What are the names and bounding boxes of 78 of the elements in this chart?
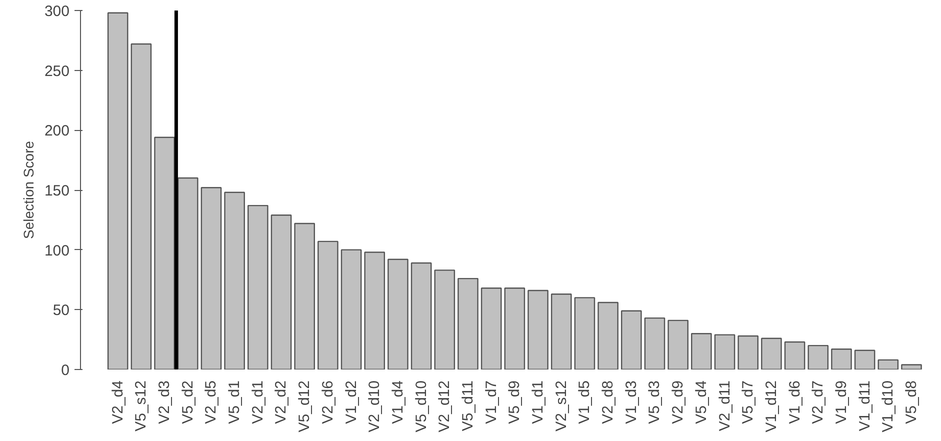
bar <box>154 136 175 370</box>
bar <box>831 348 852 370</box>
x-tick-label: V5_d7 <box>740 380 757 424</box>
bar <box>550 294 572 370</box>
bar <box>107 12 128 370</box>
bar <box>738 335 758 370</box>
bar <box>854 350 876 370</box>
bar <box>714 334 736 370</box>
bar <box>598 302 618 370</box>
x-tick-label: V2_d3 <box>156 380 174 424</box>
x-tick-label: V1_d2 <box>342 380 360 424</box>
x-tick-label: V5_d4 <box>692 380 710 424</box>
bar <box>644 317 666 370</box>
y-axis-title: Selection Score <box>20 140 36 240</box>
x-tick-label: V5_d9 <box>506 380 524 424</box>
x-tick-label: V1_d9 <box>832 380 850 424</box>
y-tick-label: 100 <box>44 242 70 260</box>
x-tick-label: V1_d11 <box>856 380 874 432</box>
bar <box>901 364 922 370</box>
bar <box>177 177 198 370</box>
x-tick-label: V2_d10 <box>366 380 384 432</box>
bar <box>294 222 315 370</box>
bar <box>458 278 478 370</box>
x-tick-label: V2_d1 <box>249 380 266 424</box>
bar <box>620 310 642 370</box>
y-tick-label: 200 <box>44 122 70 140</box>
x-tick-label: V2_d6 <box>319 380 336 424</box>
bar <box>434 270 456 370</box>
bar <box>130 43 152 370</box>
x-tick-label: V1_d3 <box>622 380 640 424</box>
bar <box>248 204 268 370</box>
x-tick-label: V2_s12 <box>552 380 570 432</box>
bar <box>691 333 712 370</box>
x-tick-label: V1_d1 <box>530 380 547 424</box>
bar <box>364 252 386 370</box>
x-tick-label: V2_d4 <box>109 380 126 424</box>
y-tick-label: 250 <box>44 62 70 80</box>
x-tick-label: V2_d5 <box>202 380 220 424</box>
bar <box>200 187 222 370</box>
bar <box>761 338 782 370</box>
x-tick-label: V5_d1 <box>226 380 244 424</box>
bar <box>878 359 899 370</box>
x-tick-label: V1_d12 <box>762 380 780 432</box>
bar <box>528 290 548 370</box>
x-tick-label: V1_d5 <box>576 380 594 424</box>
x-tick-label: V5_d12 <box>296 380 314 432</box>
x-tick-label: V2_d7 <box>810 380 827 424</box>
bar <box>318 240 338 370</box>
bar <box>340 249 362 370</box>
bar <box>388 258 408 370</box>
bar <box>504 288 526 370</box>
x-tick-label: V5_s12 <box>132 380 150 432</box>
x-tick-label: V2_d8 <box>600 380 617 424</box>
bar <box>270 214 292 370</box>
x-tick-label: V2_d11 <box>716 380 734 432</box>
bar <box>808 344 829 370</box>
x-tick-label: V1_d4 <box>389 380 406 424</box>
x-tick-label: V5_d8 <box>902 380 920 424</box>
x-tick-label: V5_d2 <box>179 380 196 424</box>
y-tick-label: 300 <box>44 3 70 20</box>
bar <box>668 320 688 370</box>
bar <box>410 262 432 370</box>
bar <box>224 192 245 370</box>
x-tick-label: V5_d3 <box>646 380 664 424</box>
bar <box>574 297 596 370</box>
bar <box>784 341 806 370</box>
x-tick-label: V2_d9 <box>670 380 687 424</box>
x-tick-label: V2_d12 <box>436 380 454 432</box>
x-tick-label: V1_d10 <box>880 380 897 432</box>
y-tick-label: 0 <box>61 362 70 379</box>
bar <box>480 288 502 370</box>
y-tick-label: 50 <box>52 302 70 320</box>
x-tick-label: V2_d2 <box>272 380 290 424</box>
x-tick-label: V5_d11 <box>459 380 476 432</box>
x-tick-label: V1_d6 <box>786 380 804 424</box>
y-tick-label: 150 <box>44 182 70 200</box>
x-tick-label: V5_d10 <box>412 380 430 432</box>
x-tick-label: V1_d7 <box>482 380 500 424</box>
